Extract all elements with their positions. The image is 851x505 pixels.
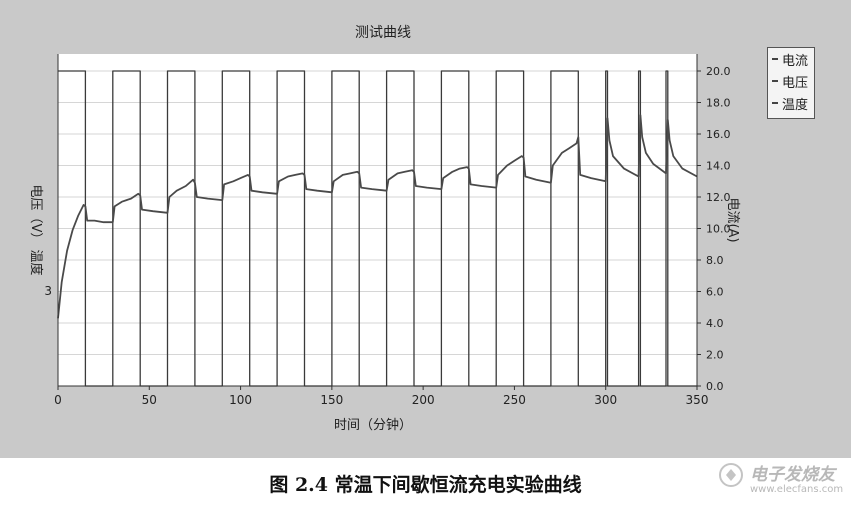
legend-item: 电压 <box>768 70 814 92</box>
x-tick-label: 350 <box>686 393 709 407</box>
y-tick-label: 4.0 <box>706 317 724 330</box>
y-tick-label: 6.0 <box>706 286 724 299</box>
y-tick-label: 10.0 <box>706 223 731 236</box>
chart-svg: 0.0 2.0 4.0 6.0 8.0 10.0 12.0 14.0 16.0 18.0 20.0 0… <box>28 25 740 433</box>
legend-marker <box>772 58 778 60</box>
y-tick-label: 0.0 <box>706 380 724 393</box>
x-tick-label: 0 <box>54 393 62 407</box>
y-tick-label: 12.0 <box>706 191 731 204</box>
y-tick-label: 18.0 <box>706 97 731 110</box>
legend-marker <box>772 80 778 82</box>
x-tick-label: 150 <box>320 393 343 407</box>
y-tick-label: 20.0 <box>706 65 731 78</box>
series-line-1 <box>57 114 698 319</box>
y-tick-label: 16.0 <box>706 128 731 141</box>
watermark-title: 电子发烧友 <box>750 465 835 485</box>
plot-area <box>58 54 697 386</box>
legend-label: 电压 <box>782 75 809 91</box>
x-tick-label: 50 <box>142 393 157 407</box>
grid <box>58 70 697 387</box>
chart-title: 测试曲线 <box>355 25 411 41</box>
x-tick-label: 100 <box>229 393 252 407</box>
y-axis-right-label: 电流(A) <box>725 197 740 242</box>
y-axis-left-label: 电压（V） 温度 <box>28 184 44 275</box>
x-axis-label: 时间（分钟） <box>334 417 412 433</box>
axes: 0.0 2.0 4.0 6.0 8.0 10.0 12.0 14.0 16.0 18.0 20.0 0… <box>54 54 731 407</box>
legend-label: 温度 <box>782 97 809 113</box>
watermark-url: www.elecfans.com <box>750 484 844 495</box>
legend-item: 温度 <box>768 92 814 114</box>
y-tick-label: 2.0 <box>706 349 724 362</box>
watermark-logo-icon <box>719 463 743 487</box>
legend-label: 电流 <box>782 53 809 69</box>
legend: 电流 电压 温度 <box>767 47 815 119</box>
x-tick-label: 200 <box>412 393 435 407</box>
x-tick-label: 250 <box>503 393 526 407</box>
y-tick-label: 14.0 <box>706 160 731 173</box>
x-tick-label: 300 <box>594 393 617 407</box>
y-axis-left-tick: 3 <box>44 284 52 298</box>
legend-marker <box>772 102 778 104</box>
y-tick-label: 8.0 <box>706 254 724 267</box>
figure-caption: 图 2.4 常温下间歇恒流充电实验曲线 <box>269 474 582 496</box>
watermark: 电子发烧友 www.elecfans.com <box>714 458 844 504</box>
legend-item: 电流 <box>768 48 814 70</box>
